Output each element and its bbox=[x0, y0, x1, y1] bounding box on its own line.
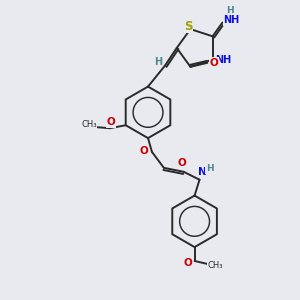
Text: O: O bbox=[140, 146, 148, 156]
Text: NH: NH bbox=[223, 16, 239, 26]
Text: N: N bbox=[198, 167, 207, 177]
Text: NH: NH bbox=[215, 55, 232, 64]
Text: H: H bbox=[206, 164, 213, 173]
Text: CH₃: CH₃ bbox=[81, 120, 97, 129]
Text: H: H bbox=[154, 57, 162, 67]
Text: O: O bbox=[106, 117, 115, 127]
Text: S: S bbox=[184, 20, 193, 33]
Text: H: H bbox=[226, 6, 233, 15]
Text: O: O bbox=[177, 158, 186, 168]
Text: CH₃: CH₃ bbox=[208, 261, 223, 270]
Text: O: O bbox=[210, 58, 219, 68]
Text: O: O bbox=[183, 258, 192, 268]
